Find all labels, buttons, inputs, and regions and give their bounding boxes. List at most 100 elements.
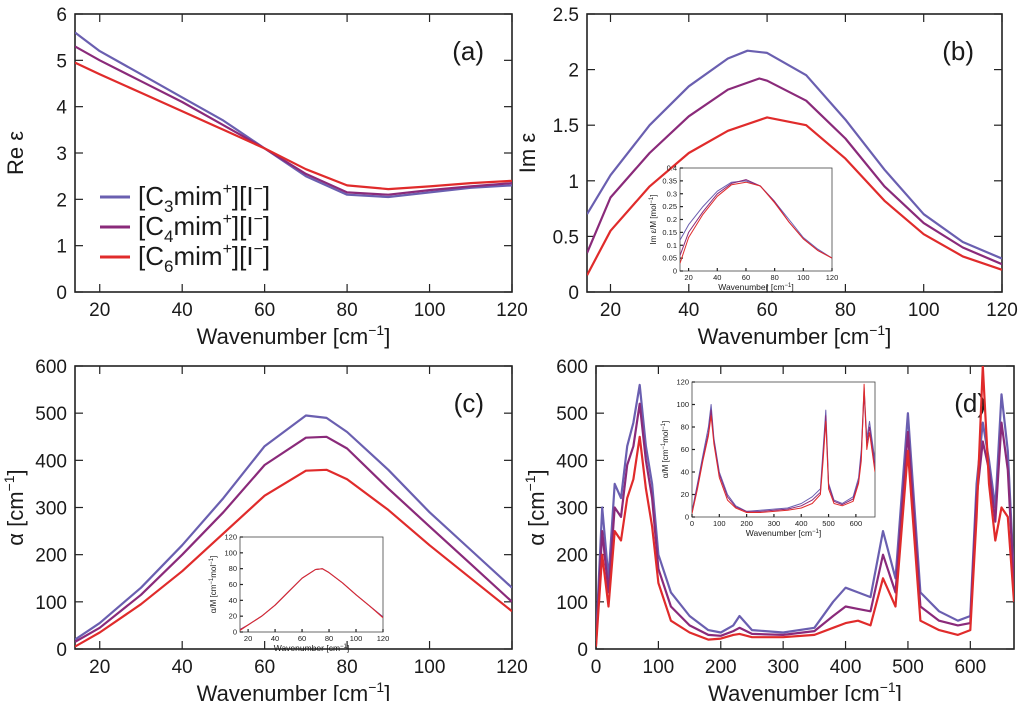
x-axis-label-c: Wavenumber [cm−1] <box>197 679 391 701</box>
y-tick-label-d: 0 <box>577 640 588 661</box>
x-tick-label-c: 20 <box>89 657 110 678</box>
inset-x-tick-label-c: 60 <box>298 634 306 643</box>
inset-y-tick-label-c: 60 <box>229 580 237 589</box>
inset-d: 0 100 200 300 400 500 600 0 20 40 60 80 100 120 Wavenu… <box>661 378 876 538</box>
x-tick-label-b: 120 <box>986 300 1018 321</box>
inset-y-tick-label-d: 20 <box>681 490 689 499</box>
y-tick-label-c: 600 <box>35 357 67 378</box>
x-tick-label-d: 600 <box>954 657 986 678</box>
y-tick-label-d: 600 <box>556 357 588 378</box>
inset-y-tick-label-c: 40 <box>229 596 237 605</box>
inset-y-tick-label-d: 40 <box>681 468 689 477</box>
series-group-d <box>596 366 1014 647</box>
inset-y-tick-label-b: 0.2 <box>667 215 677 224</box>
y-tick-label-d: 400 <box>556 451 588 472</box>
panel-c: 20 40 60 80 100 1200100200300400500600Wavenum… <box>1 357 528 701</box>
inset-y-tick-label-b: 0.3 <box>667 189 677 198</box>
y-tick-label-d: 300 <box>556 499 588 520</box>
y-tick-label-a: 6 <box>56 5 67 26</box>
x-tick-label-a: 20 <box>89 300 110 321</box>
inset-x-tick-label-b: 20 <box>684 273 692 282</box>
inset-y-tick-label-b: 0 <box>673 267 677 276</box>
inset-y-tick-label-b: 0.15 <box>662 228 677 237</box>
x-tick-label-d: 0 <box>591 657 602 678</box>
inset-x-tick-label-b: 120 <box>826 273 839 282</box>
x-tick-label-b: 60 <box>757 300 778 321</box>
inset-series-group-d <box>692 383 875 514</box>
y-tick-label-c: 500 <box>35 404 67 425</box>
inset-x-tick-label-d: 400 <box>795 519 808 528</box>
series-line-c-c3 <box>75 414 512 641</box>
inset-y-tick-label-b: 0.4 <box>667 164 677 173</box>
series-line-b-c3 <box>587 49 1002 260</box>
inset-y-tick-label-c: 120 <box>224 533 237 542</box>
y-tick-label-b: 1.5 <box>553 116 579 137</box>
x-tick-label-c: 100 <box>414 657 446 678</box>
inset-y-axis-label-d: α/M [cm−1mol−1] <box>661 421 670 478</box>
inset-x-tick-label-b: 40 <box>713 273 721 282</box>
y-tick-label-c: 0 <box>56 640 67 661</box>
inset-y-tick-label-b: 0.1 <box>667 241 677 250</box>
y-tick-label-a: 1 <box>56 237 67 258</box>
inset-y-tick-label-d: 60 <box>681 445 689 454</box>
inset-y-tick-label-d: 0 <box>685 513 689 522</box>
x-tick-label-c: 120 <box>496 657 528 678</box>
inset-x-tick-label-b: 80 <box>770 273 778 282</box>
x-tick-label-d: 500 <box>892 657 924 678</box>
y-tick-label-b: 0.5 <box>553 227 579 248</box>
series-group-b <box>587 49 1002 276</box>
inset-x-tick-label-b: 100 <box>797 273 810 282</box>
inset-y-tick-label-c: 80 <box>229 564 237 573</box>
y-tick-label-a: 0 <box>56 283 67 304</box>
inset-y-tick-label-c: 20 <box>229 612 237 621</box>
legend-label-c4: [C4mim+][I−] <box>138 211 270 246</box>
y-tick-label-a: 3 <box>56 144 67 165</box>
y-axis-label-a: Re ε <box>3 131 28 175</box>
x-tick-label-c: 40 <box>172 657 193 678</box>
inset-x-tick-label-d: 300 <box>768 519 781 528</box>
panel-label-a: (a) <box>452 36 484 66</box>
inset-y-tick-label-d: 120 <box>676 378 689 387</box>
inset-x-tick-label-d: 500 <box>822 519 835 528</box>
y-tick-label-c: 200 <box>35 546 67 567</box>
inset-x-tick-label-c: 20 <box>244 634 252 643</box>
inset-y-tick-label-b: 0.05 <box>662 254 677 263</box>
y-tick-label-c: 300 <box>35 499 67 520</box>
inset-series-line-d-c6 <box>692 383 875 514</box>
inset-y-tick-label-d: 80 <box>681 423 689 432</box>
panel-d: 0 100 200 300 400 500 6000100200300400500600Wa… <box>522 357 1015 701</box>
inset-x-tick-label-c: 40 <box>271 634 279 643</box>
inset-series-line-b-c3 <box>680 180 832 259</box>
inset-x-tick-label-c: 80 <box>325 634 333 643</box>
y-tick-label-a: 5 <box>56 51 67 72</box>
inset-x-tick-label-d: 200 <box>740 519 753 528</box>
x-tick-label-b: 40 <box>678 300 699 321</box>
x-tick-label-c: 60 <box>254 657 275 678</box>
y-axis-label-c: α [cm−1] <box>1 469 28 545</box>
inset-y-tick-label-c: 100 <box>224 548 237 557</box>
y-tick-label-b: 2.5 <box>553 5 579 26</box>
y-tick-label-b: 1 <box>568 172 579 193</box>
y-tick-label-b: 0 <box>568 283 579 304</box>
x-tick-label-d: 300 <box>767 657 799 678</box>
inset-series-group-c <box>240 568 383 631</box>
inset-b: 20 40 60 80 100 120 0 0.05 0.1 0.15 0.2 0.25 0.3 0.35… <box>649 164 838 293</box>
y-tick-label-d: 200 <box>556 546 588 567</box>
inset-x-axis-label-b: Wavenumber [cm−1] <box>718 282 794 292</box>
series-line-d-c6 <box>596 366 1014 647</box>
series-group-a <box>75 31 512 199</box>
x-tick-label-a: 40 <box>172 300 193 321</box>
series-line-c-c4 <box>75 435 512 643</box>
inset-y-tick-label-c: 0 <box>233 628 237 637</box>
x-tick-label-c: 80 <box>337 657 358 678</box>
y-axis-label-b: Im ε <box>515 133 540 174</box>
series-line-a-c4 <box>75 45 512 196</box>
y-tick-label-b: 2 <box>568 61 579 82</box>
x-tick-label-d: 400 <box>830 657 862 678</box>
y-axis-label-d: α [cm−1] <box>522 469 549 545</box>
series-line-a-c3 <box>75 31 512 199</box>
series-line-a-c6 <box>75 61 512 191</box>
x-tick-label-b: 100 <box>908 300 940 321</box>
inset-frame-b <box>679 167 833 272</box>
